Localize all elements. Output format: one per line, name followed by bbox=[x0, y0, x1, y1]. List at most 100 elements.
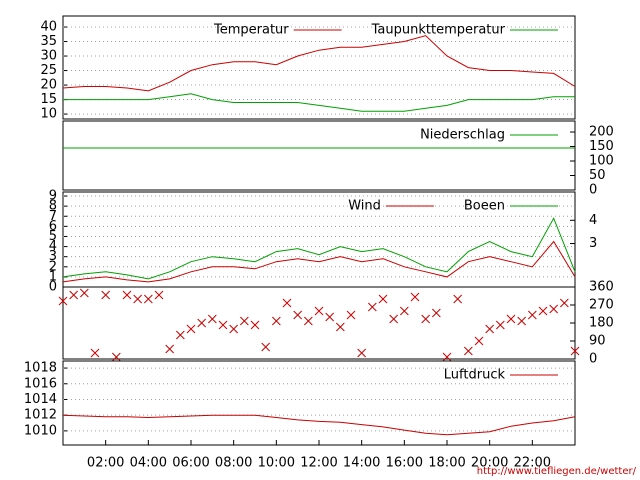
y2-tick-label: 0 bbox=[589, 183, 597, 198]
direction-marker bbox=[421, 314, 431, 324]
y-tick-label: 6 bbox=[49, 219, 57, 234]
y-tick-label: 15 bbox=[40, 92, 57, 107]
direction-marker bbox=[293, 310, 303, 320]
x-tick-label: 14:00 bbox=[343, 456, 380, 471]
y2-tick-label: 90 bbox=[589, 334, 606, 349]
direction-marker bbox=[250, 320, 260, 330]
direction-marker bbox=[570, 346, 580, 356]
direction-marker bbox=[559, 298, 569, 308]
series-line bbox=[62, 414, 576, 436]
x-tick-label: 20:00 bbox=[471, 456, 508, 471]
series-line bbox=[62, 240, 576, 283]
y2-tick-label: 200 bbox=[589, 125, 614, 140]
panel-frame bbox=[62, 15, 576, 120]
y-tick-label: 1018 bbox=[24, 361, 57, 376]
direction-marker bbox=[314, 306, 324, 316]
direction-marker bbox=[453, 294, 463, 304]
y2-tick-label: 50 bbox=[589, 168, 606, 183]
direction-marker bbox=[367, 302, 377, 312]
panel-frame bbox=[62, 120, 576, 191]
direction-marker bbox=[165, 344, 175, 354]
direction-marker bbox=[69, 290, 79, 300]
legend-label: Taupunkttemperatur bbox=[371, 23, 506, 38]
direction-marker bbox=[495, 320, 505, 330]
y2-tick-label: 150 bbox=[589, 139, 614, 154]
y2-tick-label: 0 bbox=[589, 352, 597, 367]
direction-marker bbox=[442, 352, 452, 362]
direction-marker bbox=[79, 288, 89, 298]
y-tick-label: 9 bbox=[49, 189, 57, 204]
y2-tick-label: 270 bbox=[589, 298, 614, 313]
direction-marker bbox=[485, 324, 495, 334]
x-tick-label: 18:00 bbox=[428, 456, 465, 471]
y-tick-label: 30 bbox=[40, 49, 57, 64]
direction-marker bbox=[517, 316, 527, 326]
direction-marker bbox=[207, 314, 217, 324]
direction-marker bbox=[197, 318, 207, 328]
direction-marker bbox=[271, 316, 281, 326]
x-tick-label: 02:00 bbox=[87, 456, 124, 471]
legend-label: Boeen bbox=[464, 199, 505, 214]
y2-tick-label: 3 bbox=[589, 236, 597, 251]
direction-marker bbox=[261, 342, 271, 352]
y-tick-label: 3 bbox=[49, 249, 57, 264]
y-tick-label: 7 bbox=[49, 209, 57, 224]
y2-tick-label: 100 bbox=[589, 154, 614, 169]
direction-marker bbox=[133, 294, 143, 304]
y2-tick-label: 360 bbox=[589, 280, 614, 295]
y2-tick-label: 180 bbox=[589, 316, 614, 331]
direction-marker bbox=[218, 320, 228, 330]
legend-label: Niederschlag bbox=[420, 128, 505, 143]
y-tick-label: 2 bbox=[49, 259, 57, 274]
x-tick-label: 04:00 bbox=[130, 456, 167, 471]
direction-marker bbox=[58, 296, 68, 306]
y-tick-label: 1010 bbox=[24, 423, 57, 438]
direction-marker bbox=[378, 294, 388, 304]
series-line bbox=[62, 35, 576, 92]
y-tick-label: 1014 bbox=[24, 392, 57, 407]
y-tick-label: 1012 bbox=[24, 408, 57, 423]
x-tick-label: 22:00 bbox=[514, 456, 551, 471]
legend-label: Temperatur bbox=[213, 23, 289, 38]
direction-marker bbox=[399, 306, 409, 316]
direction-marker bbox=[111, 352, 121, 362]
direction-marker bbox=[282, 298, 292, 308]
y-tick-label: 40 bbox=[40, 20, 57, 35]
direction-marker bbox=[239, 316, 249, 326]
direction-marker bbox=[431, 308, 441, 318]
series-line bbox=[63, 93, 575, 112]
direction-marker bbox=[346, 310, 356, 320]
y-tick-label: 1 bbox=[49, 269, 57, 284]
direction-marker bbox=[527, 310, 537, 320]
direction-marker bbox=[389, 314, 399, 324]
y-tick-label: 10 bbox=[40, 107, 57, 122]
direction-marker bbox=[538, 306, 548, 316]
footer-link[interactable]: http://www.tiefliegen.de/wetter/ bbox=[477, 466, 637, 477]
direction-marker bbox=[357, 348, 367, 358]
y-tick-label: 1016 bbox=[24, 376, 57, 391]
direction-marker bbox=[122, 290, 132, 300]
y-tick-label: 0 bbox=[49, 280, 57, 295]
direction-marker bbox=[325, 312, 335, 322]
direction-marker bbox=[90, 348, 100, 358]
legend-label: Wind bbox=[348, 199, 381, 214]
x-tick-label: 08:00 bbox=[215, 456, 252, 471]
direction-marker bbox=[143, 294, 153, 304]
direction-marker bbox=[474, 336, 484, 346]
y-tick-label: 5 bbox=[49, 229, 57, 244]
direction-marker bbox=[335, 322, 345, 332]
y-tick-label: 8 bbox=[49, 199, 57, 214]
y-tick-label: 35 bbox=[40, 34, 57, 49]
direction-marker bbox=[410, 292, 420, 302]
legend-label: Luftdruck bbox=[444, 368, 506, 383]
direction-marker bbox=[154, 290, 164, 300]
y-tick-label: 4 bbox=[49, 239, 57, 254]
y2-tick-label: 4 bbox=[589, 213, 597, 228]
direction-marker bbox=[101, 290, 111, 300]
x-tick-label: 12:00 bbox=[300, 456, 337, 471]
y-tick-label: 20 bbox=[40, 78, 57, 93]
direction-marker bbox=[506, 314, 516, 324]
x-tick-label: 10:00 bbox=[258, 456, 295, 471]
direction-marker bbox=[549, 304, 559, 314]
